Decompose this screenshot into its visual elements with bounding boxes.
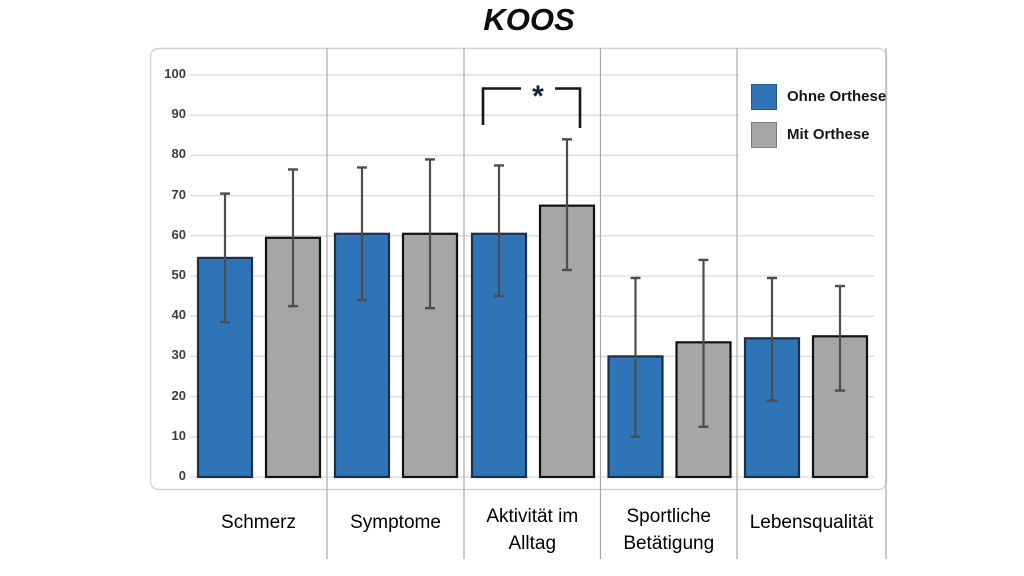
category-label-aktivit-t-im-alltag: Aktivität im Alltag: [486, 506, 579, 554]
chart-title: KOOS: [483, 2, 575, 37]
significance-asterisk: *: [532, 80, 544, 113]
y-tick-label-30: 30: [171, 347, 186, 363]
y-tick-label-70: 70: [171, 186, 186, 202]
y-tick-label-50: 50: [171, 267, 186, 282]
y-tick-label-40: 40: [171, 307, 186, 323]
significance-bracket: [481, 87, 582, 128]
category-label-lebensqualit-t: Lebensqualität: [749, 512, 874, 533]
legend-label-mit-orthese: Mit Orthese: [787, 126, 870, 143]
category-label-symptome: Symptome: [350, 512, 441, 533]
y-tick-label-90: 90: [171, 106, 186, 122]
legend-swatch-ohne-orthese: [751, 83, 777, 110]
y-tick-label-60: 60: [171, 226, 186, 242]
y-tick-label-100: 100: [164, 66, 186, 81]
y-tick-label-0: 0: [178, 468, 186, 483]
legend-label-ohne-orthese: Ohne Orthese: [787, 88, 887, 105]
legend-item-ohne-orthese: Ohne Orthese: [751, 83, 886, 110]
legend-item-mit-orthese: Mit Orthese: [751, 121, 870, 148]
y-tick-label-10: 10: [171, 427, 186, 443]
legend-swatch-mit-orthese: [751, 121, 777, 148]
y-tick-label-80: 80: [171, 146, 186, 162]
category-label-schmerz: Schmerz: [221, 512, 296, 533]
y-tick-label-20: 20: [171, 387, 186, 403]
legend: Ohne Orthese Mit Orthese: [739, 52, 886, 184]
category-label-sportliche-bet-tigung: Sportliche Betätigung: [623, 506, 715, 554]
